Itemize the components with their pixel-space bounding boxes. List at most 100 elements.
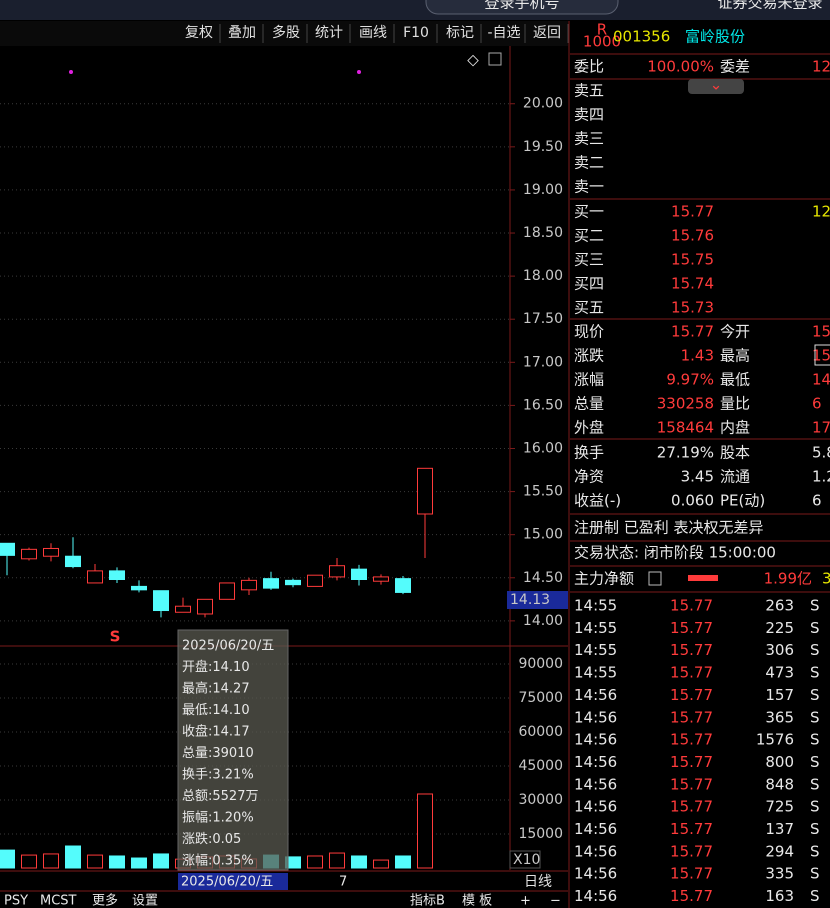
- candle-body: [175, 605, 191, 613]
- candle-body: [109, 570, 125, 580]
- bottom-tab[interactable]: MCST: [40, 894, 77, 908]
- login-text: 登录手机号: [484, 0, 559, 12]
- tooltip-line: 收盘:14.17: [182, 724, 250, 740]
- login-button[interactable]: [425, 0, 619, 15]
- bid-label: 买二: [574, 227, 604, 245]
- candle-body: [0, 542, 15, 556]
- toolbar-button[interactable]: 叠加: [228, 25, 256, 41]
- dropdown[interactable]: [688, 79, 744, 94]
- trade-price: 15.77: [670, 865, 713, 883]
- tooltip-line: 2025/06/20/五: [182, 639, 274, 654]
- y-tick-label: 75000: [518, 690, 563, 706]
- value: 12: [812, 58, 830, 76]
- trade-side: S: [810, 664, 820, 682]
- toolbar-button[interactable]: 复权: [185, 24, 213, 41]
- trade-volume: 263: [765, 597, 794, 615]
- trade-volume: 848: [765, 775, 794, 793]
- icon[interactable]: [648, 571, 662, 586]
- bid-label: 买三: [574, 251, 604, 269]
- trade-volume: 725: [765, 798, 794, 816]
- bottom-tab[interactable]: PSY: [4, 894, 28, 908]
- badge: 1000: [583, 33, 621, 51]
- ask-label: 卖四: [574, 106, 604, 124]
- cursor-price-box: [507, 591, 568, 609]
- trade-volume: 163: [765, 887, 794, 905]
- volume-bar: [109, 855, 125, 869]
- trade-side: S: [810, 619, 820, 637]
- period[interactable]: 日线: [524, 874, 552, 890]
- value: 100.00%: [647, 58, 714, 76]
- icon[interactable]: [488, 52, 502, 66]
- label: 流通: [720, 468, 750, 486]
- toolbar-button[interactable]: 返回: [533, 25, 561, 41]
- icon[interactable]: ◇: [467, 51, 479, 69]
- toolbar: [0, 21, 568, 46]
- label: 股本: [720, 444, 750, 462]
- bottom-tab[interactable]: 更多: [92, 893, 118, 908]
- trade-side: S: [810, 641, 820, 659]
- trade-time: 14:56: [574, 708, 617, 726]
- y-tick-label: 18.50: [523, 225, 563, 241]
- bottom-tab[interactable]: 设置: [132, 894, 158, 908]
- signal: S: [110, 628, 121, 646]
- y-tick-label: 60000: [518, 724, 563, 740]
- trade-volume: 157: [765, 686, 794, 704]
- volume-bar: [131, 857, 147, 869]
- bid-price: 15.76: [671, 227, 714, 245]
- y-tick-label: 19.00: [523, 182, 563, 198]
- tooltip: [177, 629, 289, 871]
- label: PE(动): [720, 492, 765, 510]
- trade-volume: 1576: [756, 731, 794, 749]
- toolbar-button[interactable]: F10: [403, 25, 429, 41]
- date-label: 7: [339, 875, 347, 890]
- y-tick-label: 18.00: [523, 268, 563, 284]
- trade-price: 15.77: [670, 842, 713, 860]
- value: 5.8: [812, 444, 830, 462]
- label: 量比: [720, 395, 750, 413]
- toolbar-button[interactable]: 标记: [446, 25, 474, 41]
- cursor-date: 2025/06/20/五: [181, 875, 273, 890]
- trade-side: S: [810, 820, 820, 838]
- candle-body: [241, 579, 257, 591]
- trade-state: 交易状态: 闭市阶段 15:00:00: [574, 544, 776, 562]
- trade-time: 14:56: [574, 731, 617, 749]
- toolbar-button[interactable]: 画线: [359, 25, 387, 41]
- volume-bar: [153, 853, 169, 869]
- trade-side: S: [810, 753, 820, 771]
- value: 0.060: [671, 492, 714, 510]
- main-flow-value: 1.99亿: [764, 570, 812, 588]
- trade-volume: 800: [765, 753, 794, 771]
- label: 最高: [720, 347, 750, 365]
- trade-side: S: [810, 597, 820, 615]
- trade-side: S: [810, 775, 820, 793]
- value: 15.77: [671, 323, 714, 341]
- candle-body: [131, 585, 147, 591]
- trade-volume: 306: [765, 641, 794, 659]
- value: 1.2: [812, 468, 830, 486]
- label: 今开: [720, 323, 750, 341]
- volume-bar: [0, 849, 15, 869]
- label: 现价: [574, 323, 604, 341]
- trade-side: S: [810, 708, 820, 726]
- bottom-tab[interactable]: −: [550, 894, 561, 908]
- bottom-tab[interactable]: +: [520, 894, 531, 908]
- value: 6: [812, 395, 822, 413]
- toolbar-button[interactable]: 多股: [272, 24, 300, 41]
- flow-bar: [688, 575, 718, 581]
- y-tick-label: 45000: [518, 758, 563, 774]
- trade-price: 15.77: [670, 775, 713, 793]
- dropdown-arrow: ⌄: [710, 76, 723, 94]
- tooltip-line: 最高:14.27: [182, 681, 250, 697]
- bid-label: 买一: [574, 203, 604, 221]
- toolbar-button[interactable]: 统计: [315, 25, 343, 41]
- bid-price: 15.74: [671, 275, 714, 293]
- toolbar-button[interactable]: -自选: [487, 25, 520, 41]
- bottom-tab[interactable]: 模 板: [462, 894, 492, 908]
- marker: [357, 70, 361, 74]
- trade-price: 15.77: [670, 641, 713, 659]
- bottom-tab[interactable]: 指标B: [410, 894, 445, 908]
- bid-label: 买五: [574, 299, 604, 317]
- high-box: [814, 344, 830, 366]
- label: 委比: [574, 58, 604, 76]
